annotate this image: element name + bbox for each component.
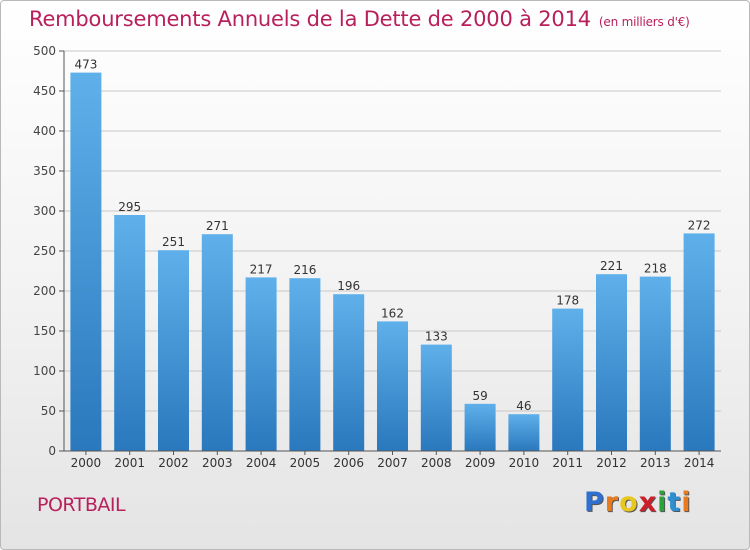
y-tick-label: 300 xyxy=(33,204,56,218)
bar-2002[interactable] xyxy=(158,250,189,451)
x-tick-label-2006: 2006 xyxy=(333,456,364,470)
bar-2005[interactable] xyxy=(289,278,321,451)
bar-2014[interactable] xyxy=(683,233,715,451)
data-label-2009: 59 xyxy=(472,389,487,403)
data-label-2008: 133 xyxy=(425,330,448,344)
logo-letter: t xyxy=(667,487,682,518)
data-label-2010: 46 xyxy=(516,399,531,413)
bar-2008[interactable] xyxy=(420,344,452,451)
x-tick-label-2003: 2003 xyxy=(202,456,233,470)
bar-2006[interactable] xyxy=(333,294,365,451)
bar-2004[interactable] xyxy=(245,277,277,451)
logo-letter: x xyxy=(638,487,658,518)
commune-name: PORTBAIL xyxy=(37,494,126,516)
x-tick-label-2008: 2008 xyxy=(421,456,452,470)
x-tick-label-2013: 2013 xyxy=(640,456,671,470)
y-tick-label: 400 xyxy=(33,124,56,138)
bar-2007[interactable] xyxy=(377,321,408,451)
y-tick-label: 100 xyxy=(33,364,56,378)
x-tick-label-2000: 2000 xyxy=(71,456,102,470)
data-label-2007: 162 xyxy=(381,306,404,320)
y-tick-label: 50 xyxy=(41,404,56,418)
data-label-2006: 196 xyxy=(337,279,360,293)
x-tick-label-2011: 2011 xyxy=(552,456,583,470)
data-label-2012: 221 xyxy=(600,259,623,273)
x-tick-label-2005: 2005 xyxy=(290,456,321,470)
chart-title: Remboursements Annuels de la Dette de 20… xyxy=(29,7,690,31)
bar-2003[interactable] xyxy=(201,234,233,451)
y-tick-label: 0 xyxy=(48,444,56,458)
data-label-2013: 218 xyxy=(644,262,667,276)
bar-2000[interactable] xyxy=(70,72,102,451)
y-tick-label: 350 xyxy=(33,164,56,178)
data-label-2004: 217 xyxy=(250,262,273,276)
bar-2001[interactable] xyxy=(114,215,146,451)
y-tick-label: 500 xyxy=(33,44,56,58)
proxiti-logo[interactable]: Proxiti xyxy=(584,487,692,518)
data-label-2002: 251 xyxy=(162,235,185,249)
y-tick-label: 250 xyxy=(33,244,56,258)
x-tick-label-2009: 2009 xyxy=(465,456,496,470)
bar-2013[interactable] xyxy=(639,276,671,451)
y-tick-label: 450 xyxy=(33,84,56,98)
bar-2009[interactable] xyxy=(464,403,496,451)
x-tick-label-2010: 2010 xyxy=(509,456,540,470)
bar-2011[interactable] xyxy=(552,308,584,451)
y-tick-label: 200 xyxy=(33,284,56,298)
x-tick-label-2002: 2002 xyxy=(158,456,189,470)
data-label-2003: 271 xyxy=(206,219,229,233)
data-label-2005: 216 xyxy=(293,263,316,277)
logo-letter: o xyxy=(619,487,639,518)
x-tick-label-2014: 2014 xyxy=(684,456,715,470)
title-unit: (en milliers d'€) xyxy=(598,15,690,29)
y-tick-label: 150 xyxy=(33,324,56,338)
data-label-2014: 272 xyxy=(688,218,711,232)
x-tick-label-2007: 2007 xyxy=(377,456,408,470)
x-tick-label-2001: 2001 xyxy=(114,456,145,470)
logo-letter: r xyxy=(604,487,620,518)
bar-chart: 473 295 251 271 217 216 196 162 133 59 46 178 221 218… xyxy=(33,44,721,470)
logo-letter: i xyxy=(657,487,668,518)
logo-letter: P xyxy=(584,487,605,518)
data-label-2001: 295 xyxy=(118,200,141,214)
x-tick-label-2004: 2004 xyxy=(246,456,277,470)
data-label-2011: 178 xyxy=(556,294,579,308)
x-tick-label-2012: 2012 xyxy=(596,456,627,470)
logo-letter: i xyxy=(681,487,692,518)
bar-2010[interactable] xyxy=(508,414,540,451)
title-text: Remboursements Annuels de la Dette de 20… xyxy=(29,7,591,31)
data-label-2000: 473 xyxy=(74,58,97,72)
bar-2012[interactable] xyxy=(596,274,627,451)
